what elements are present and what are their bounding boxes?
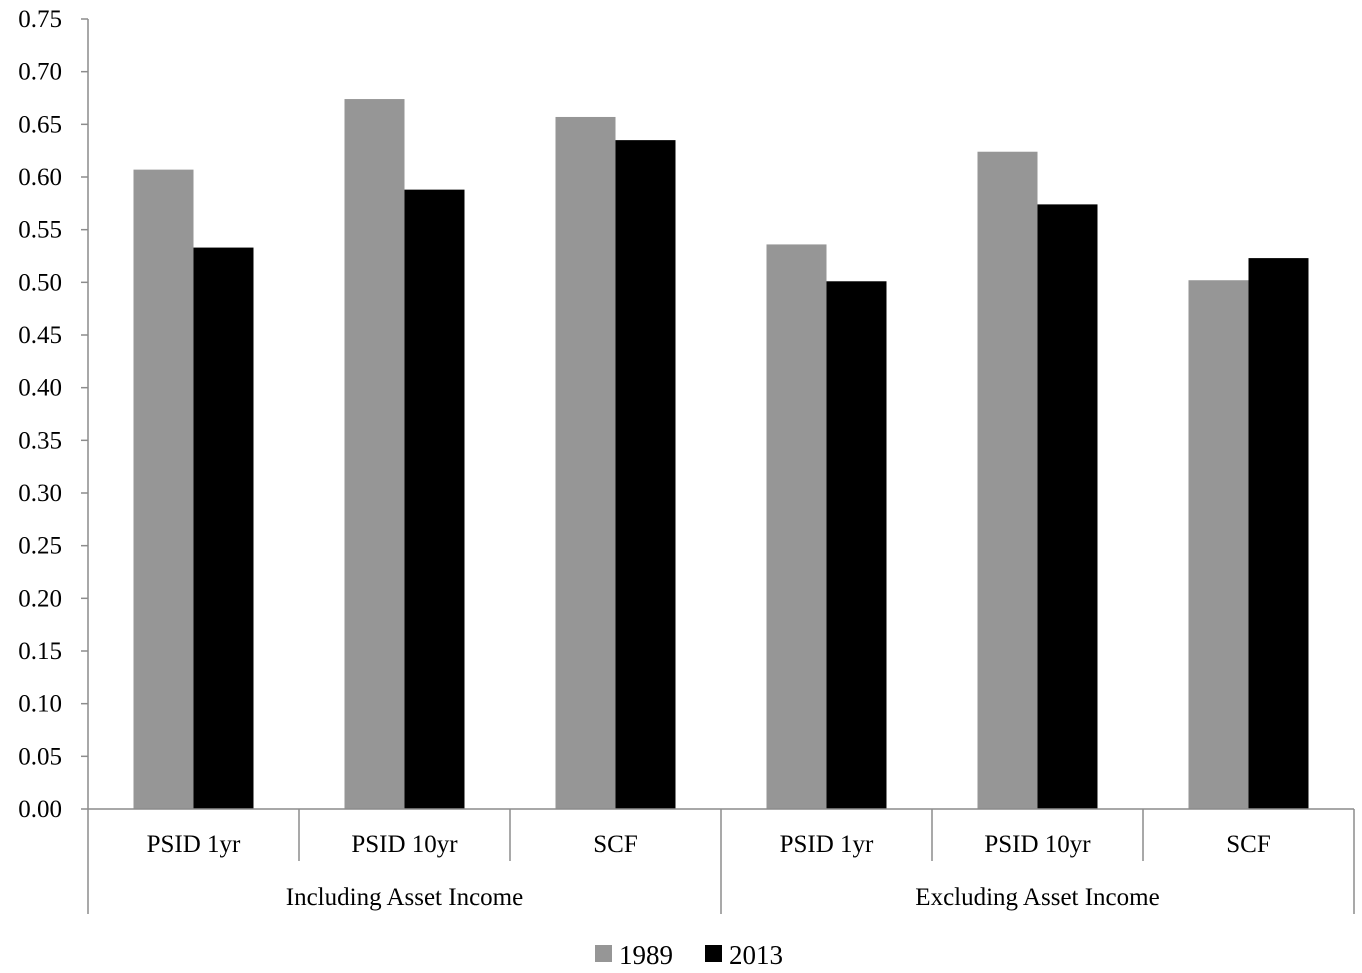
x-group-label: Excluding Asset Income — [915, 884, 1159, 911]
bar-1989-1 — [133, 169, 194, 810]
x-axis: PSID 1yr PSID 10yr SCF PSID 1yr PSID 10yr SCF… — [87, 808, 1355, 914]
y-tick-label: 0.30 — [18, 480, 62, 507]
x-category-label: PSID 10yr — [351, 831, 458, 858]
bar-2013-5 — [1037, 204, 1098, 810]
bar-2013-1 — [193, 247, 254, 809]
y-tick-label: 0.70 — [18, 59, 62, 86]
bar-1989-2 — [344, 99, 405, 809]
y-tick-label: 0.35 — [18, 427, 62, 454]
legend-label-2013: 2013 — [729, 940, 783, 970]
bar-1989-6 — [1188, 280, 1249, 809]
y-axis: 0.00 0.05 0.10 0.15 0.20 0.25 0.30 0.35 0.40 0.45… — [18, 6, 89, 823]
y-tick-label: 0.40 — [18, 375, 62, 402]
bars — [133, 99, 1309, 810]
bar-1989-3 — [555, 116, 616, 809]
y-tick-label: 0.75 — [18, 6, 62, 33]
legend-label-1989: 1989 — [619, 940, 673, 970]
y-tick-label: 0.55 — [18, 217, 62, 244]
x-category-label: PSID 1yr — [147, 831, 241, 858]
x-category-label: SCF — [1226, 831, 1270, 858]
x-group-label: Including Asset Income — [286, 884, 523, 911]
bar-1989-4 — [766, 244, 827, 809]
bar-2013-4 — [826, 281, 887, 809]
y-tick-label: 0.20 — [18, 585, 62, 612]
x-category-label: PSID 10yr — [984, 831, 1091, 858]
y-tick-label: 0.45 — [18, 322, 62, 349]
bar-2013-6 — [1248, 258, 1309, 809]
legend-swatch-2013 — [705, 945, 722, 962]
y-tick-label: 0.15 — [18, 638, 62, 665]
x-category-label: PSID 1yr — [780, 831, 874, 858]
y-tick-label: 0.50 — [18, 269, 62, 296]
bar-1989-5 — [977, 151, 1038, 810]
y-tick-label: 0.25 — [18, 533, 62, 560]
y-tick-label: 0.10 — [18, 691, 62, 718]
y-tick-label: 0.05 — [18, 743, 62, 770]
y-tick-label: 0.65 — [18, 111, 62, 138]
bar-2013-2 — [404, 189, 465, 809]
y-tick-label: 0.60 — [18, 164, 62, 191]
legend-swatch-1989 — [595, 945, 612, 962]
x-category-label: SCF — [593, 831, 637, 858]
bar-2013-3 — [615, 140, 676, 810]
y-tick-label: 0.00 — [18, 796, 62, 823]
legend: 1989 2013 — [595, 940, 783, 970]
